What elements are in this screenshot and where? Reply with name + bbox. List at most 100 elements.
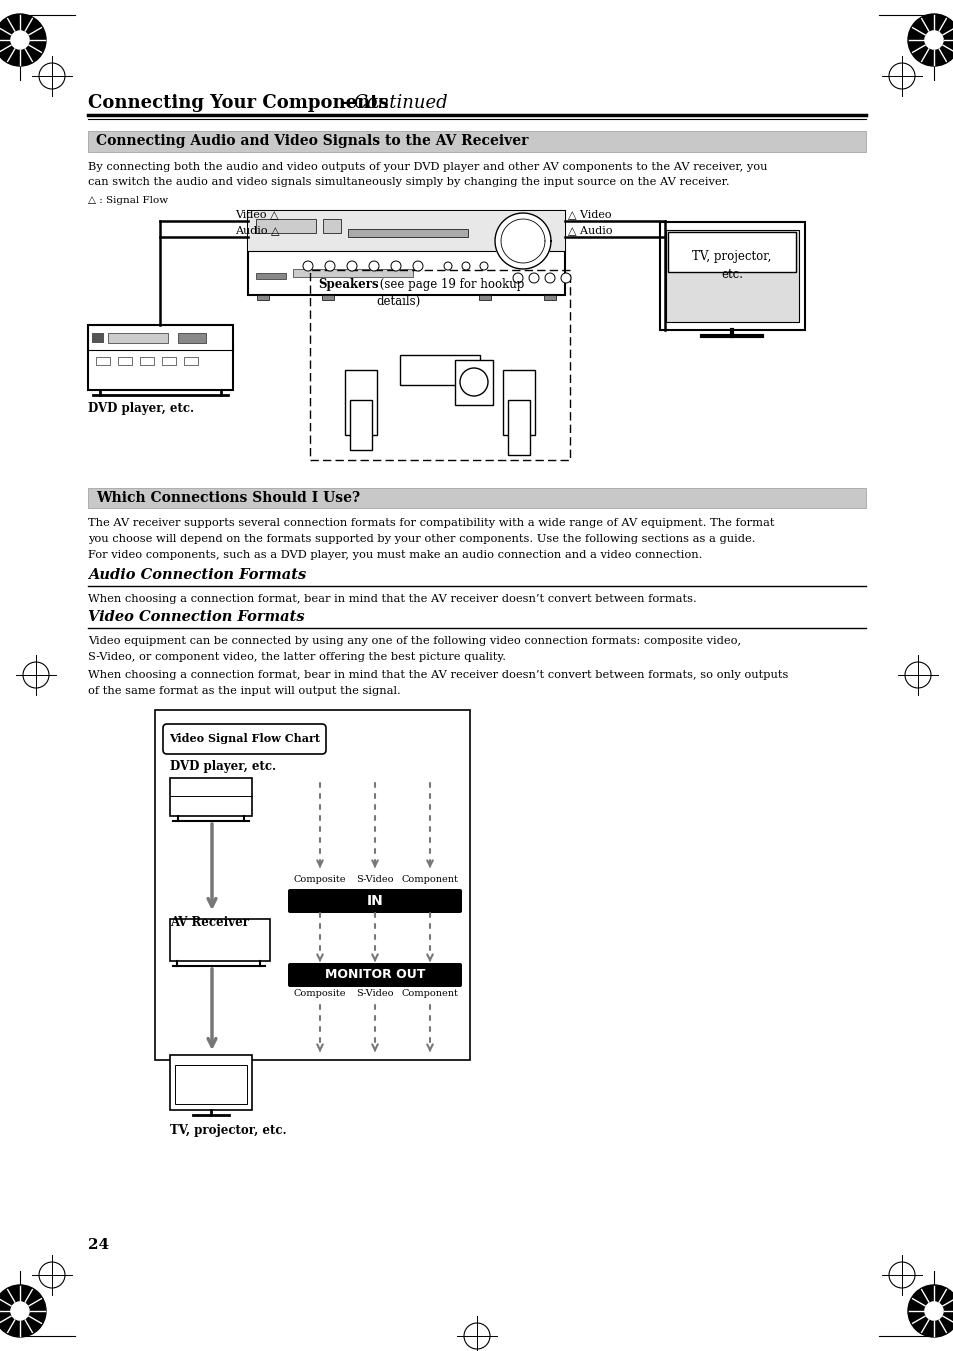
Text: △ Audio: △ Audio — [567, 226, 612, 235]
FancyBboxPatch shape — [667, 232, 795, 272]
Text: (see page 19 for hookup
details): (see page 19 for hookup details) — [375, 278, 524, 308]
Bar — [91, 332, 104, 343]
Bar — [399, 355, 479, 385]
Circle shape — [10, 31, 30, 49]
Bar — [478, 295, 491, 300]
Text: The AV receiver supports several connection formats for compatibility with a wid: The AV receiver supports several connect… — [88, 517, 774, 528]
Text: DVD player, etc.: DVD player, etc. — [88, 403, 193, 415]
Circle shape — [544, 273, 555, 282]
FancyBboxPatch shape — [288, 889, 461, 913]
Text: Speakers: Speakers — [317, 278, 378, 290]
Circle shape — [443, 262, 452, 270]
Text: Video Signal Flow Chart: Video Signal Flow Chart — [169, 734, 319, 744]
Text: When choosing a connection format, bear in mind that the AV receiver doesn’t con: When choosing a connection format, bear … — [88, 594, 696, 604]
Text: Connecting Your Components: Connecting Your Components — [88, 95, 388, 112]
Bar — [88, 488, 865, 508]
Text: Composite: Composite — [294, 989, 346, 998]
Bar — [543, 295, 556, 300]
Text: △ Video: △ Video — [567, 209, 611, 219]
Circle shape — [513, 273, 522, 282]
Circle shape — [479, 262, 488, 270]
Circle shape — [10, 1302, 30, 1320]
Bar — [154, 711, 470, 1061]
Bar — [348, 230, 468, 236]
Circle shape — [413, 261, 422, 272]
Bar — [178, 332, 206, 343]
Circle shape — [923, 1302, 943, 1320]
Bar — [350, 400, 372, 450]
Circle shape — [325, 261, 335, 272]
Polygon shape — [495, 213, 551, 269]
Circle shape — [391, 261, 400, 272]
Circle shape — [369, 261, 378, 272]
Text: S-Video: S-Video — [355, 989, 394, 998]
Bar — [665, 230, 799, 322]
Text: Video Connection Formats: Video Connection Formats — [88, 611, 304, 624]
Bar — [310, 270, 569, 459]
Bar — [170, 919, 270, 961]
Circle shape — [303, 261, 313, 272]
Text: AV Receiver: AV Receiver — [170, 916, 249, 929]
Text: S-Video, or component video, the latter offering the best picture quality.: S-Video, or component video, the latter … — [88, 653, 505, 662]
Circle shape — [0, 1285, 46, 1337]
Bar — [248, 211, 564, 295]
Text: By connecting both the audio and video outputs of your DVD player and other AV c: By connecting both the audio and video o… — [88, 162, 767, 186]
Bar — [293, 269, 413, 277]
Bar — [170, 778, 252, 816]
Text: of the same format as the input will output the signal.: of the same format as the input will out… — [88, 686, 400, 696]
Circle shape — [923, 31, 943, 49]
Text: Video △: Video △ — [234, 209, 278, 219]
Bar — [184, 357, 198, 365]
Bar — [322, 295, 334, 300]
Text: △ : Signal Flow: △ : Signal Flow — [88, 196, 168, 205]
Circle shape — [907, 14, 953, 66]
Bar — [108, 332, 168, 343]
Bar — [140, 357, 153, 365]
Bar — [255, 273, 286, 280]
Text: Video equipment can be connected by using any one of the following video connect: Video equipment can be connected by usin… — [88, 636, 740, 646]
Text: Connecting Audio and Video Signals to the AV Receiver: Connecting Audio and Video Signals to th… — [96, 135, 528, 149]
Text: Composite: Composite — [294, 875, 346, 884]
Circle shape — [347, 261, 356, 272]
Bar — [162, 357, 175, 365]
Text: DVD player, etc.: DVD player, etc. — [170, 761, 275, 773]
Text: you choose will depend on the formats supported by your other components. Use th: you choose will depend on the formats su… — [88, 534, 755, 544]
Text: For video components, such as a DVD player, you must make an audio connection an: For video components, such as a DVD play… — [88, 550, 701, 561]
Text: Component: Component — [401, 989, 458, 998]
Text: Which Connections Should I Use?: Which Connections Should I Use? — [96, 490, 359, 505]
Bar — [255, 219, 315, 232]
Circle shape — [459, 367, 488, 396]
FancyBboxPatch shape — [163, 724, 326, 754]
Bar — [455, 359, 493, 405]
Bar — [88, 131, 865, 153]
Circle shape — [529, 273, 538, 282]
Bar — [118, 357, 132, 365]
Circle shape — [461, 262, 470, 270]
Text: Audio Connection Formats: Audio Connection Formats — [88, 567, 306, 582]
Bar — [170, 1055, 252, 1111]
Bar — [323, 219, 340, 232]
Text: Component: Component — [401, 875, 458, 884]
Text: TV, projector,
etc.: TV, projector, etc. — [692, 250, 771, 281]
Bar — [174, 1065, 247, 1104]
Text: MONITOR OUT: MONITOR OUT — [324, 969, 425, 981]
Circle shape — [0, 14, 46, 66]
Text: S-Video: S-Video — [355, 875, 394, 884]
Circle shape — [560, 273, 571, 282]
Text: Continued: Continued — [353, 95, 447, 112]
Bar — [88, 326, 233, 390]
Text: When choosing a connection format, bear in mind that the AV receiver doesn’t con: When choosing a connection format, bear … — [88, 670, 787, 680]
Circle shape — [907, 1285, 953, 1337]
Text: Audio △: Audio △ — [234, 226, 279, 235]
Text: TV, projector, etc.: TV, projector, etc. — [170, 1124, 286, 1138]
Bar — [502, 370, 535, 435]
Text: 24: 24 — [88, 1238, 109, 1252]
Bar — [248, 211, 564, 251]
FancyBboxPatch shape — [288, 963, 461, 988]
Bar — [345, 370, 376, 435]
Bar — [256, 295, 269, 300]
Text: —: — — [339, 95, 357, 112]
Bar — [659, 222, 804, 330]
Text: IN: IN — [366, 894, 383, 908]
Bar — [96, 357, 110, 365]
